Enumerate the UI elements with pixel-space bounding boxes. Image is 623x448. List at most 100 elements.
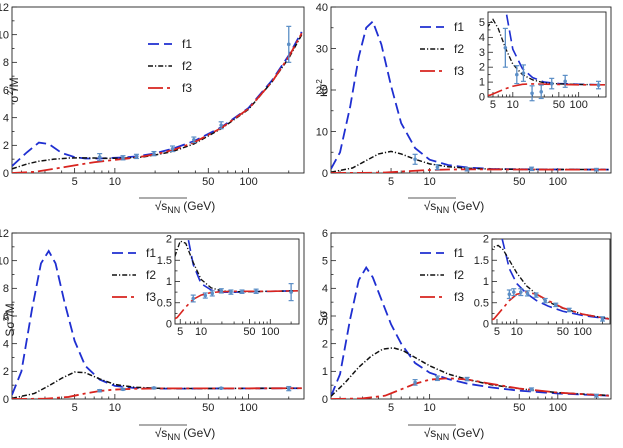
x-tick-label: 10	[424, 402, 436, 414]
y-tick-label: 5	[322, 256, 328, 268]
inset-data-point	[600, 317, 605, 321]
x-axis-label-unit: (GeV)	[183, 426, 215, 440]
inset-x-tick-label: 50	[243, 326, 255, 338]
legend-label-f1: f1	[454, 246, 464, 260]
data-point	[529, 167, 534, 171]
x-axis-label-main: √s	[155, 199, 168, 213]
inset-y-tick-label: 1	[166, 276, 172, 288]
y-tick-label: 6	[322, 228, 328, 240]
x-axis-label-unit: (GeV)	[183, 199, 215, 213]
x-axis-label: √sNN (GeV)	[424, 426, 485, 442]
data-point	[152, 151, 156, 156]
x-axis-label: √sNN (GeV)	[424, 199, 485, 215]
y-tick-label: 40	[316, 2, 328, 14]
inset-data-point	[539, 89, 544, 94]
inset-frame	[491, 238, 611, 325]
y-tick-label: 8	[3, 57, 9, 69]
inset-data-point	[210, 291, 215, 296]
y-axis-label: Sσ	[316, 310, 330, 326]
x-tick-label: 5	[388, 176, 394, 188]
inset-x-tick-label: 10	[511, 326, 523, 338]
y-axis-label-sup: 3	[2, 316, 11, 321]
y-tick-label: 12	[0, 228, 9, 240]
inset-data-point	[507, 292, 512, 297]
inset-series-f2	[175, 240, 298, 293]
series-f3	[331, 168, 609, 173]
x-axis-label: √sNN (GeV)	[155, 199, 216, 215]
y-axis-label-rest: /M	[3, 303, 17, 316]
y-tick-label: 2	[322, 339, 328, 351]
series-f1	[331, 19, 609, 171]
inset-y-tick-label: 1	[479, 77, 485, 89]
y-axis-label-sup: 2	[315, 79, 324, 84]
y-tick-label: 10	[0, 30, 9, 42]
x-axis-label-main: √s	[424, 199, 437, 213]
y-tick-label: 4	[3, 113, 9, 125]
data-point	[192, 138, 196, 142]
data-point	[152, 386, 156, 390]
series-f3	[331, 377, 609, 399]
inset-frame	[487, 11, 607, 98]
legend-label-f2: f2	[454, 42, 464, 56]
legend-label-f3: f3	[146, 290, 156, 304]
data-point	[435, 376, 440, 381]
series-f1	[331, 265, 609, 397]
inset-data-point	[219, 289, 224, 293]
x-tick-label: 50	[202, 402, 214, 414]
inset-data-point	[530, 91, 534, 96]
x-tick-label: 50	[513, 402, 525, 414]
x-tick-label: 10	[109, 402, 121, 414]
inset-x-tick-label: 50	[553, 99, 565, 111]
data-point	[170, 146, 175, 151]
inset-y-tick-label: 4	[479, 32, 485, 44]
x-tick-label: 50	[513, 176, 525, 188]
series-f1	[12, 31, 303, 167]
inset-p2: 5 10 50 100 0 1 2 3 4 5	[479, 11, 607, 111]
inset-data-point	[254, 289, 258, 294]
inset-data-point	[519, 290, 523, 294]
y-tick-label: 20	[316, 85, 328, 97]
y-tick-label: 10	[0, 256, 9, 268]
inset-data-point	[511, 290, 516, 294]
series-f3	[12, 32, 303, 173]
data-point	[121, 155, 125, 160]
data-point	[97, 388, 102, 393]
inset-series-f3	[492, 291, 610, 321]
x-tick-label: 10	[424, 176, 436, 188]
y-tick-label: 0	[322, 168, 328, 180]
inset-y-tick-label: 0	[479, 92, 485, 104]
inset-data-point	[229, 290, 233, 294]
inset-series-group	[175, 239, 298, 320]
series-group	[12, 31, 303, 173]
frame	[330, 232, 612, 400]
inset-data-point	[203, 293, 208, 298]
series-f1	[12, 249, 302, 396]
inset-series-f2	[488, 18, 605, 86]
y-tick-label: 4	[322, 283, 328, 295]
y-tick-label: 2	[3, 366, 9, 378]
x-axis-label-unit: (GeV)	[452, 426, 484, 440]
legend-label-f3: f3	[454, 290, 464, 304]
inset-x-tick-label: 100	[569, 99, 587, 111]
y-axis-label-main: Sσ	[3, 321, 17, 337]
series-f2	[331, 347, 609, 397]
inset-y-tick-label: 1.5	[474, 255, 489, 267]
data-point	[413, 380, 417, 385]
y-axis-label-sup: 2	[6, 90, 15, 95]
y-axis-label: Sσ3/M	[2, 303, 17, 336]
x-tick-label: 50	[202, 176, 214, 188]
inset-y-tick-label: 0.5	[157, 297, 172, 309]
inset-y-tick-label: 0	[166, 319, 172, 331]
inset-y-tick-label: 2	[483, 234, 489, 246]
inset-data-point	[553, 303, 558, 307]
y-tick-label: 3	[322, 311, 328, 323]
inset-data-point	[521, 71, 526, 75]
inset-x-tick-label: 10	[195, 326, 207, 338]
data-point	[529, 387, 534, 392]
series-f3	[12, 387, 302, 399]
inset-p4: 5 10 50 100 0 0.5 1 1.5 2	[474, 234, 611, 338]
frame	[330, 6, 612, 174]
data-point	[465, 167, 469, 172]
y-tick-label: 6	[3, 311, 9, 323]
inset-y-tick-label: 2	[166, 234, 172, 246]
